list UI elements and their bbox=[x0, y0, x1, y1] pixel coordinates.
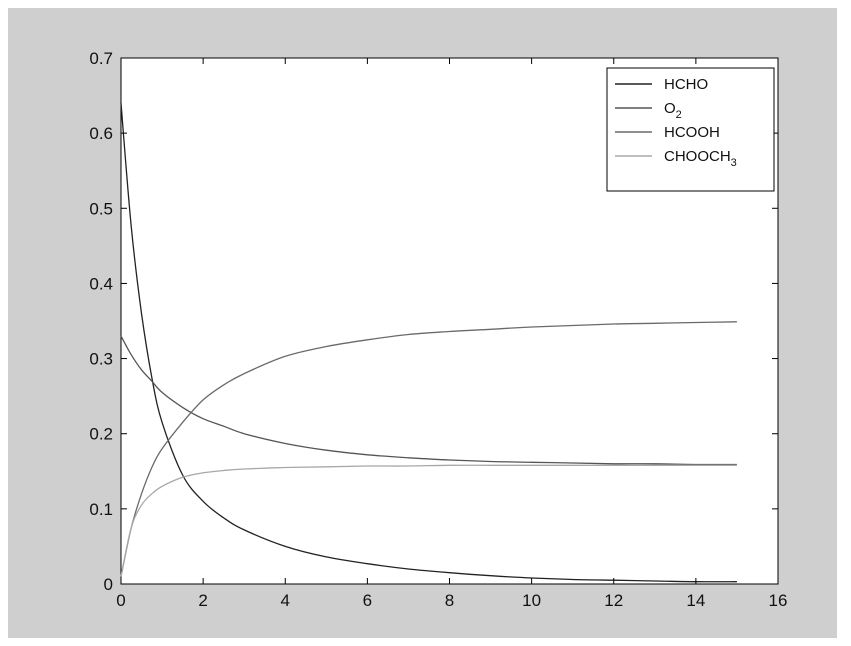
x-tick-label: 14 bbox=[686, 591, 705, 610]
legend-label: HCHO bbox=[664, 76, 708, 93]
legend-entry-o2: O2 bbox=[664, 100, 682, 121]
series-line-o2 bbox=[120, 335, 737, 466]
legend-label: CHOOCH bbox=[664, 148, 731, 165]
y-tick-label: 0.6 bbox=[89, 124, 113, 143]
y-tick-label: 0 bbox=[104, 575, 113, 594]
y-tick-label: 0.4 bbox=[89, 274, 113, 293]
y-tick-label: 0.5 bbox=[89, 199, 113, 218]
legend-label-subscript: 2 bbox=[676, 109, 682, 121]
legend-entry-hcho: HCHO bbox=[664, 76, 708, 93]
x-tick-label: 16 bbox=[769, 591, 788, 610]
x-tick-label: 6 bbox=[363, 591, 372, 610]
legend-label-subscript: 3 bbox=[731, 157, 737, 169]
legend-label: O bbox=[664, 100, 676, 117]
y-tick-label: 0.2 bbox=[89, 425, 113, 444]
x-tick-label: 0 bbox=[116, 591, 125, 610]
y-tick-label: 0.3 bbox=[89, 350, 113, 369]
series-line-hcho bbox=[120, 103, 737, 583]
x-tick-label: 4 bbox=[281, 591, 290, 610]
y-tick-label: 0.7 bbox=[89, 49, 113, 68]
x-tick-label: 8 bbox=[445, 591, 454, 610]
series-line-hcooh bbox=[120, 321, 737, 577]
series-line-chooch3 bbox=[120, 464, 737, 577]
legend-box bbox=[606, 67, 775, 192]
y-tick-label: 0.1 bbox=[89, 500, 113, 519]
legend-entry-chooch3: CHOOCH3 bbox=[664, 148, 737, 169]
legend-entry-hcooh: HCOOH bbox=[664, 124, 720, 141]
legend-label: HCOOH bbox=[664, 124, 720, 141]
x-tick-label: 10 bbox=[522, 591, 541, 610]
x-tick-label: 12 bbox=[604, 591, 623, 610]
x-tick-label: 2 bbox=[198, 591, 207, 610]
